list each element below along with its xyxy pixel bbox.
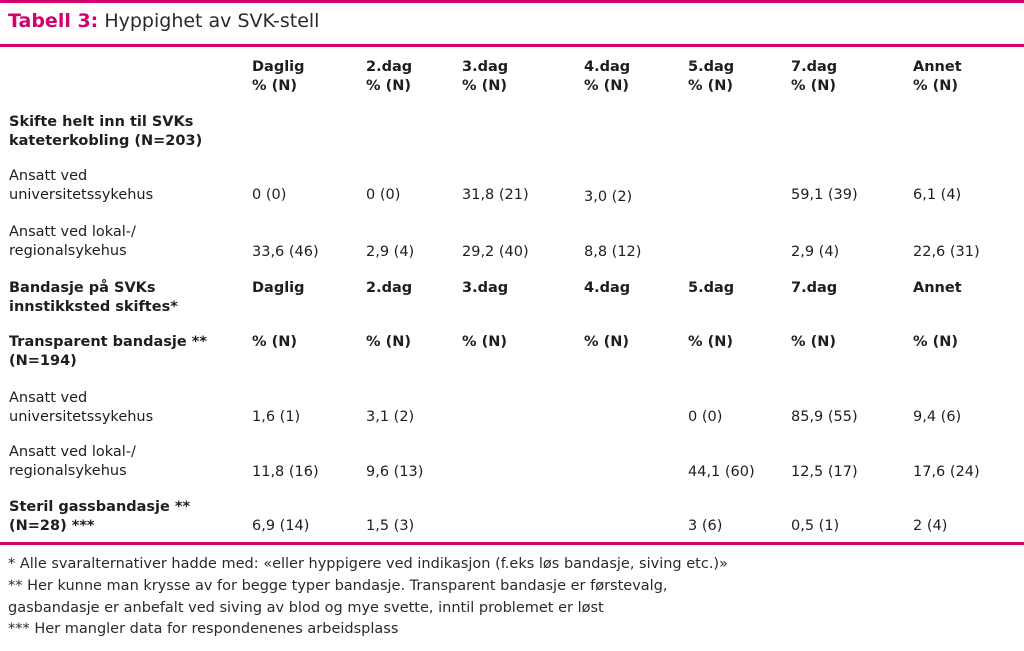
- table-cell: 22,6 (31): [913, 244, 980, 260]
- table-cell: 1,6 (1): [252, 409, 301, 425]
- row-label-steril: Steril gassbandasje ** (N=28) ***: [9, 499, 191, 534]
- unit-header: % (N): [791, 334, 836, 350]
- col-header-7dag: 7.dag % (N): [791, 59, 838, 94]
- table-number: Tabell 3:: [8, 10, 99, 32]
- table-cell: 9,6 (13): [366, 464, 424, 480]
- unit-header: % (N): [688, 334, 733, 350]
- row-label: Ansatt ved universitetssykehus: [9, 390, 154, 425]
- table-cell: 1,5 (3): [366, 518, 415, 534]
- footnote: * Alle svaralternativer hadde med: «elle…: [8, 556, 728, 572]
- table-cell: 33,6 (46): [252, 244, 319, 260]
- unit-header: % (N): [913, 334, 958, 350]
- row-label: Ansatt ved universitetssykehus: [9, 168, 154, 203]
- table-cell: 6,9 (14): [252, 518, 310, 534]
- col-header-5dag: 5.dag % (N): [688, 59, 735, 94]
- bottom-rule: [0, 542, 1024, 545]
- col-header-2dag: 2.dag % (N): [366, 59, 413, 94]
- col-header-5dag-2: 5.dag: [688, 280, 735, 296]
- table-cell: 8,8 (12): [584, 244, 642, 260]
- table-cell: 0 (0): [366, 187, 401, 203]
- unit-header: % (N): [366, 334, 411, 350]
- table-cell: 0 (0): [688, 409, 723, 425]
- footnote: gasbandasje er anbefalt ved siving av bl…: [8, 600, 604, 616]
- col-header-4dag: 4.dag % (N): [584, 59, 631, 94]
- table-cell: 2,9 (4): [366, 244, 415, 260]
- table-caption: Hyppighet av SVK-stell: [104, 10, 320, 32]
- footnote: *** Her mangler data for respondenenes a…: [8, 621, 399, 637]
- table-cell: 44,1 (60): [688, 464, 755, 480]
- section-title-bandasje: Bandasje på SVKs innstikksted skiftes*: [9, 280, 178, 315]
- table-cell: 17,6 (24): [913, 464, 980, 480]
- footnote: ** Her kunne man krysse av for begge typ…: [8, 578, 668, 594]
- subsection-title-transparent: Transparent bandasje ** (N=194): [9, 334, 207, 369]
- col-header-annet-2: Annet: [913, 280, 962, 296]
- table-cell: 0,5 (1): [791, 518, 840, 534]
- table-cell: 3,0 (2): [584, 189, 633, 205]
- table-cell: 59,1 (39): [791, 187, 858, 203]
- row-label: Ansatt ved lokal-/ regionalsykehus: [9, 224, 136, 259]
- table-cell: 12,5 (17): [791, 464, 858, 480]
- col-header-7dag-2: 7.dag: [791, 280, 838, 296]
- col-header-daglig-2: Daglig: [252, 280, 305, 296]
- unit-header: % (N): [462, 334, 507, 350]
- table-cell: 2 (4): [913, 518, 948, 534]
- table-cell: 9,4 (6): [913, 409, 962, 425]
- table-title: Tabell 3: Hyppighet av SVK-stell: [8, 10, 319, 32]
- unit-header: % (N): [584, 334, 629, 350]
- col-header-3dag-2: 3.dag: [462, 280, 509, 296]
- table-cell: 3 (6): [688, 518, 723, 534]
- table-cell: 29,2 (40): [462, 244, 529, 260]
- table-cell: 2,9 (4): [791, 244, 840, 260]
- table-cell: 85,9 (55): [791, 409, 858, 425]
- col-header-2dag-2: 2.dag: [366, 280, 413, 296]
- table-cell: 11,8 (16): [252, 464, 319, 480]
- table-cell: 6,1 (4): [913, 187, 962, 203]
- table-cell: 3,1 (2): [366, 409, 415, 425]
- col-header-3dag: 3.dag % (N): [462, 59, 509, 94]
- col-header-annet: Annet % (N): [913, 59, 962, 94]
- table-cell: 0 (0): [252, 187, 287, 203]
- top-rule: [0, 0, 1024, 3]
- col-header-4dag-2: 4.dag: [584, 280, 631, 296]
- row-label: Ansatt ved lokal-/ regionalsykehus: [9, 444, 136, 479]
- title-rule: [0, 44, 1024, 47]
- table-cell: 31,8 (21): [462, 187, 529, 203]
- col-header-daglig: Daglig % (N): [252, 59, 305, 94]
- unit-header: % (N): [252, 334, 297, 350]
- section-title-kateterkobling: Skifte helt inn til SVKs kateterkobling …: [9, 114, 203, 149]
